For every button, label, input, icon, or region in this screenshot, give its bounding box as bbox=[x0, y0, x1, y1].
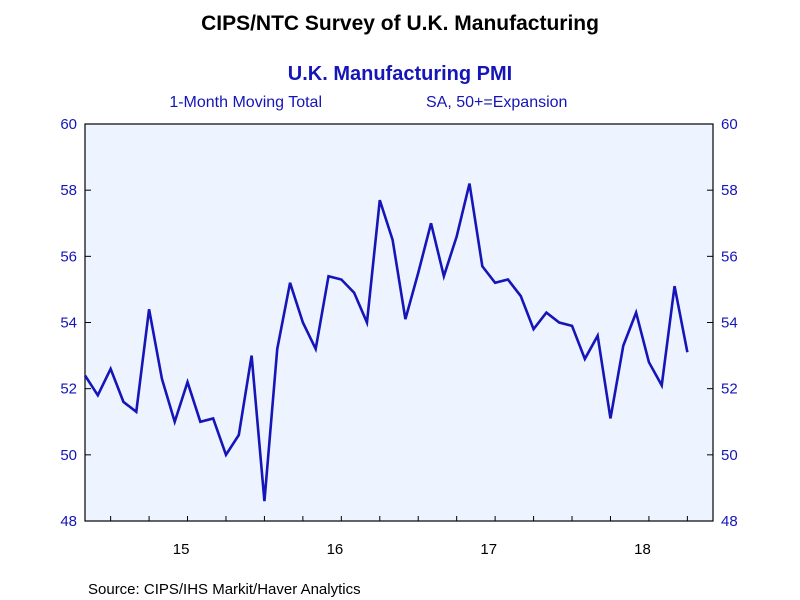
source-note: Source: CIPS/IHS Markit/Haver Analytics bbox=[88, 581, 361, 598]
x-tick-label: 17 bbox=[480, 541, 497, 558]
y-tick-label-right: 50 bbox=[721, 447, 738, 464]
y-tick-label-left: 58 bbox=[60, 182, 77, 199]
y-tick-label-left: 52 bbox=[60, 381, 77, 398]
chart-subtitle-left: 1-Month Moving Total bbox=[169, 94, 322, 111]
y-axis-right: 48 50 52 54 56 58 60 bbox=[707, 116, 738, 530]
y-tick-label-left: 54 bbox=[60, 315, 77, 332]
chart-subtitle-right: SA, 50+=Expansion bbox=[426, 94, 567, 111]
y-tick-label-right: 52 bbox=[721, 381, 738, 398]
y-tick-label-right: 58 bbox=[721, 182, 738, 199]
y-tick-label-left: 60 bbox=[60, 116, 77, 133]
x-tick-label: 18 bbox=[634, 541, 651, 558]
x-axis: 15 16 17 18 bbox=[110, 516, 688, 558]
y-axis-left: 48 50 52 54 56 58 60 bbox=[60, 116, 91, 530]
y-tick-label-right: 48 bbox=[721, 513, 738, 530]
y-tick-label-right: 56 bbox=[721, 248, 738, 265]
series-line-pmi bbox=[83, 183, 689, 502]
y-tick-label-right: 60 bbox=[721, 116, 738, 133]
y-tick-label-right: 54 bbox=[721, 315, 738, 332]
y-tick-label-left: 50 bbox=[60, 447, 77, 464]
series-layer bbox=[83, 183, 689, 502]
page-title: CIPS/NTC Survey of U.K. Manufacturing bbox=[201, 12, 599, 35]
y-tick-label-left: 48 bbox=[60, 513, 77, 530]
x-tick-label: 16 bbox=[327, 541, 344, 558]
y-tick-label-left: 56 bbox=[60, 248, 77, 265]
chart-title: U.K. Manufacturing PMI bbox=[288, 63, 512, 85]
plot-area bbox=[84, 123, 714, 522]
x-tick-label: 15 bbox=[173, 541, 190, 558]
